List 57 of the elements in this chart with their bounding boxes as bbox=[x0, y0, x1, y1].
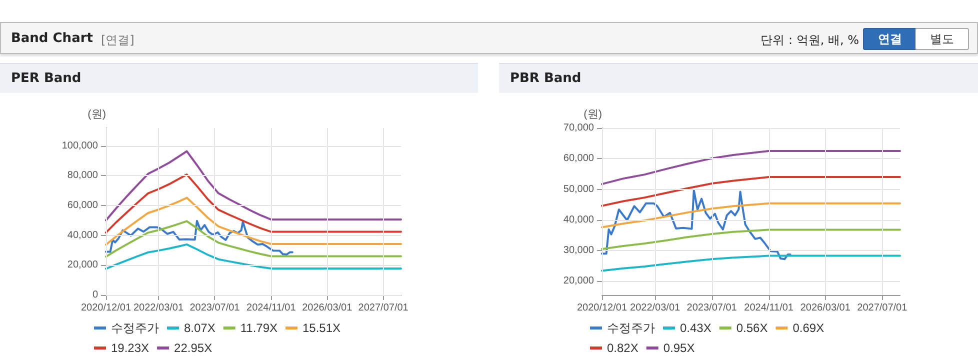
y-tick-label: 60,000 bbox=[563, 153, 594, 164]
y-tick-label: 20,000 bbox=[563, 276, 594, 287]
legend-label: 0.56X bbox=[736, 321, 768, 335]
legend-label: 15.51X bbox=[302, 321, 341, 335]
legend-label: 0.43X bbox=[680, 321, 712, 335]
y-tick-label: 70,000 bbox=[563, 122, 594, 134]
chart-title: PER Band bbox=[0, 63, 478, 93]
line-series bbox=[601, 202, 901, 228]
y-axis-title: (원) bbox=[88, 108, 106, 120]
line-series bbox=[105, 243, 402, 270]
y-tick-label: 0 bbox=[92, 290, 98, 300]
x-tick-label: 2024/11/01 bbox=[246, 302, 296, 314]
line-series bbox=[105, 196, 402, 246]
line-series bbox=[601, 254, 901, 272]
x-tick-label: 2020/12/01 bbox=[576, 302, 628, 314]
x-tick-label: 2023/07/01 bbox=[686, 302, 738, 314]
y-tick-label: 60,000 bbox=[67, 200, 98, 212]
legend-label: 8.07X bbox=[184, 321, 216, 335]
y-axis-title: (원) bbox=[584, 108, 602, 120]
line-series bbox=[601, 176, 901, 207]
x-tick-label: 2024/11/01 bbox=[744, 302, 794, 314]
x-tick-label: 2026/03/01 bbox=[302, 302, 353, 314]
legend-label: 0.69X bbox=[792, 321, 824, 335]
y-tick-label: 100,000 bbox=[62, 140, 98, 152]
x-tick-label: 2023/07/01 bbox=[190, 302, 240, 314]
line-series bbox=[601, 150, 901, 186]
legend-label: 11.79X bbox=[240, 321, 278, 335]
line-series bbox=[601, 228, 901, 250]
line-series bbox=[105, 150, 402, 222]
text: 단위 : 억원, 배, % bbox=[760, 32, 859, 49]
text: [연결] bbox=[101, 32, 134, 49]
y-tick-label: 80,000 bbox=[67, 170, 98, 182]
y-tick-label: 40,000 bbox=[67, 230, 98, 241]
line-series bbox=[105, 220, 402, 258]
legend-label: 19.23X bbox=[111, 341, 150, 355]
x-tick-label: 2027/07/01 bbox=[857, 302, 908, 314]
y-tick-label: 40,000 bbox=[563, 214, 594, 226]
text: Band Chart bbox=[11, 31, 93, 46]
legend-label: 수정주가 bbox=[607, 321, 655, 335]
y-tick-label: 50,000 bbox=[563, 184, 594, 195]
chart-title: PBR Band bbox=[499, 63, 978, 93]
x-tick-label: 2027/07/01 bbox=[358, 302, 409, 314]
legend-label: 0.82X bbox=[607, 341, 638, 355]
line-series bbox=[105, 220, 294, 256]
x-tick-label: 2020/12/01 bbox=[80, 302, 132, 314]
line-series bbox=[105, 174, 402, 234]
x-tick-label: 2022/03/01 bbox=[133, 302, 184, 314]
y-tick-label: 20,000 bbox=[67, 260, 98, 271]
text: 연결 bbox=[863, 28, 917, 50]
line-series bbox=[601, 189, 792, 260]
text: 별도 bbox=[915, 28, 969, 50]
y-tick-label: 30,000 bbox=[563, 245, 594, 256]
legend-label: 수정주가 bbox=[111, 321, 159, 335]
legend-label: 22.95X bbox=[174, 341, 212, 355]
x-tick-label: 2022/03/01 bbox=[630, 302, 681, 314]
x-tick-label: 2026/03/01 bbox=[800, 302, 851, 314]
legend-label: 0.95X bbox=[663, 341, 695, 355]
